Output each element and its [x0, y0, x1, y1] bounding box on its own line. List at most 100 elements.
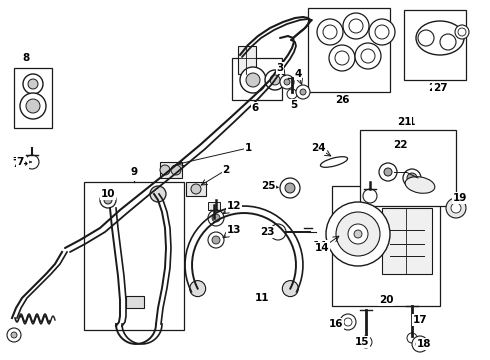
Text: 22: 22 [393, 140, 407, 150]
Bar [126, 296, 144, 308]
Circle shape [287, 89, 297, 99]
Circle shape [160, 165, 170, 175]
Text: 1: 1 [245, 143, 252, 153]
Circle shape [340, 314, 356, 330]
Text: 13: 13 [227, 225, 241, 235]
Text: 16: 16 [329, 319, 343, 329]
Circle shape [208, 232, 224, 248]
Text: 5: 5 [291, 100, 297, 110]
Circle shape [326, 202, 390, 266]
Circle shape [100, 192, 116, 208]
Circle shape [270, 224, 286, 240]
Circle shape [240, 67, 266, 93]
Bar [332, 186, 440, 306]
Circle shape [369, 19, 395, 45]
Text: 4: 4 [294, 69, 302, 79]
Circle shape [20, 93, 46, 119]
Circle shape [300, 89, 306, 95]
Circle shape [336, 212, 380, 256]
Circle shape [296, 85, 310, 99]
Circle shape [280, 75, 294, 89]
Bar [208, 202, 220, 210]
Circle shape [171, 165, 181, 175]
Text: 17: 17 [413, 315, 427, 325]
Circle shape [344, 318, 352, 326]
Circle shape [349, 19, 363, 33]
Circle shape [284, 79, 290, 85]
Text: 20: 20 [379, 295, 393, 305]
Text: 11: 11 [255, 293, 269, 303]
Text: 3: 3 [276, 63, 284, 73]
Circle shape [11, 332, 17, 338]
Circle shape [329, 45, 355, 71]
Circle shape [25, 155, 39, 169]
Text: 6: 6 [251, 103, 259, 113]
Circle shape [407, 173, 417, 183]
Circle shape [23, 74, 43, 94]
Circle shape [348, 224, 368, 244]
Circle shape [418, 30, 434, 46]
Bar [308, 8, 390, 92]
Text: 25: 25 [261, 181, 275, 191]
Circle shape [212, 236, 220, 244]
Text: 7: 7 [16, 157, 24, 167]
Ellipse shape [416, 21, 464, 55]
Circle shape [355, 43, 381, 69]
Circle shape [246, 73, 260, 87]
Text: 8: 8 [23, 53, 29, 63]
Text: 9: 9 [130, 170, 138, 180]
Circle shape [26, 99, 40, 113]
Circle shape [354, 230, 362, 238]
Text: 10: 10 [101, 189, 115, 199]
Text: 7→: 7→ [13, 157, 27, 167]
Text: 8: 8 [23, 53, 29, 63]
Text: 9: 9 [130, 167, 138, 177]
Bar [360, 130, 456, 206]
Circle shape [407, 333, 417, 343]
Circle shape [265, 70, 285, 90]
Circle shape [323, 25, 337, 39]
Circle shape [282, 280, 298, 297]
Circle shape [412, 336, 428, 352]
Bar [160, 162, 182, 178]
Circle shape [403, 169, 421, 187]
Circle shape [7, 328, 21, 342]
Ellipse shape [320, 157, 347, 167]
Circle shape [360, 336, 372, 348]
Bar [404, 10, 466, 80]
Circle shape [335, 51, 349, 65]
Circle shape [104, 196, 112, 204]
Circle shape [440, 34, 456, 50]
Circle shape [451, 203, 461, 213]
Circle shape [384, 168, 392, 176]
Text: 27: 27 [428, 83, 442, 93]
Text: 26: 26 [335, 95, 349, 105]
Bar [238, 46, 256, 74]
Circle shape [375, 25, 389, 39]
Circle shape [379, 163, 397, 181]
Circle shape [363, 189, 377, 203]
Circle shape [150, 186, 166, 202]
Circle shape [212, 214, 220, 222]
Circle shape [280, 178, 300, 198]
Text: 23: 23 [260, 227, 274, 237]
Text: 7→: 7→ [12, 159, 28, 169]
Text: 19: 19 [453, 193, 467, 203]
Circle shape [455, 25, 469, 39]
Circle shape [458, 28, 466, 36]
Bar [84, 182, 184, 330]
Circle shape [285, 183, 295, 193]
Text: 14: 14 [313, 241, 327, 251]
Circle shape [446, 198, 466, 218]
Text: 2: 2 [222, 165, 230, 175]
Text: 21: 21 [397, 117, 411, 127]
Circle shape [28, 79, 38, 89]
Text: 14: 14 [315, 243, 329, 253]
Text: 26: 26 [335, 95, 349, 105]
Text: 21: 21 [401, 117, 415, 127]
Text: 27: 27 [433, 83, 447, 93]
Circle shape [208, 210, 224, 226]
Circle shape [343, 13, 369, 39]
Circle shape [361, 49, 375, 63]
Circle shape [317, 19, 343, 45]
